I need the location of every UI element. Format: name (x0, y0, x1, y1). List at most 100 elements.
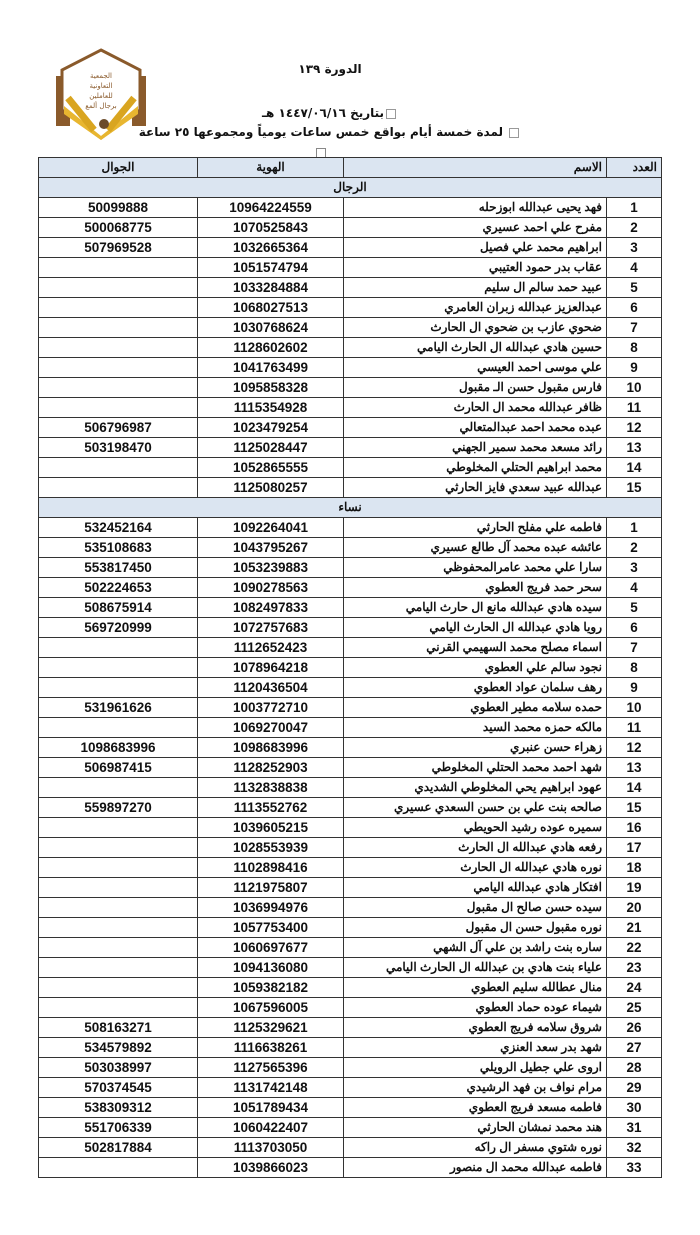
cell-num: 21 (606, 917, 662, 938)
cell-phone: 538309312 (38, 1097, 198, 1118)
table-row: 9 علي موسى احمد العيسي 1041763499 (38, 357, 662, 378)
cell-name: زهراء حسن عنبري (343, 737, 607, 758)
cell-id: 1072757683 (197, 617, 344, 638)
table-row: 2 مفرح علي احمد عسيري 1070525843 500068775 (38, 217, 662, 238)
cell-phone: 559897270 (38, 797, 198, 818)
cell-id: 1092264041 (197, 517, 344, 538)
cell-name: فهد يحيى عبدالله ابوزحله (343, 197, 607, 218)
cell-num: 7 (606, 637, 662, 658)
table-row: 31 هند محمد نمشان الحارثي 1060422407 551706… (38, 1117, 662, 1138)
cell-num: 26 (606, 1017, 662, 1038)
cell-phone: 531961626 (38, 697, 198, 718)
cell-num: 33 (606, 1157, 662, 1178)
table-row: 5 سيده هادي عبدالله مانع ال حارث اليامي 10… (38, 597, 662, 618)
cell-phone: 50099888 (38, 197, 198, 218)
table-row: 26 شروق سلامه فريج العطوي 1125329621 508163… (38, 1017, 662, 1038)
cell-phone: 535108683 (38, 537, 198, 558)
table-row: 33 فاطمه عبدالله محمد ال منصور 1039866023 (38, 1157, 662, 1178)
table-row: 8 نجود سالم علي العطوي 1078964218 (38, 657, 662, 678)
table-row: 11 ظافر عبدالله محمد ال الحارث 1115354928 (38, 397, 662, 418)
cell-name: ابراهيم محمد علي فصيل (343, 237, 607, 258)
cell-id: 1051789434 (197, 1097, 344, 1118)
cell-num: 25 (606, 997, 662, 1018)
cell-id: 1098683996 (197, 737, 344, 758)
cell-id: 1033284884 (197, 277, 344, 298)
cell-name: رهف سلمان عواد العطوي (343, 677, 607, 698)
cell-num: 3 (606, 237, 662, 258)
table-row: 4 عقاب بدر حمود العتيبي 1051574794 (38, 257, 662, 278)
cell-phone: 503198470 (38, 437, 198, 458)
table-row: 32 نوره شتوي مسفر ال راكه 1113703050 502817… (38, 1137, 662, 1158)
column-header-number: العدد (606, 157, 662, 178)
cell-num: 13 (606, 437, 662, 458)
cell-phone (38, 337, 198, 358)
cell-phone (38, 397, 198, 418)
cell-id: 1052865555 (197, 457, 344, 478)
cell-phone: 569720999 (38, 617, 198, 638)
cell-name: نجود سالم علي العطوي (343, 657, 607, 678)
table-row: 22 ساره بنت راشد بن علي آل الشهي 106069767… (38, 937, 662, 958)
cell-name: رويا هادي عبدالله ال الحارث اليامي (343, 617, 607, 638)
participants-table: العدد الاسم الهوية الجوال الرجال 1 فهد يحي… (38, 157, 662, 1178)
table-row: 7 اسماء مصلح محمد السهيمي القرني 111265242… (38, 637, 662, 658)
cell-id: 1060422407 (197, 1117, 344, 1138)
cell-id: 1069270047 (197, 717, 344, 738)
table-row: 28 اروى علي جطيل الرويلي 1127565396 5030389… (38, 1057, 662, 1078)
cell-name: علياء بنت هادي بن عبدالله ال الحارث اليا… (343, 957, 607, 978)
cell-id: 1003772710 (197, 697, 344, 718)
table-row: 25 شيماء عوده حماد العطوي 1067596005 (38, 997, 662, 1018)
cell-name: شروق سلامه فريج العطوي (343, 1017, 607, 1038)
cell-name: سيده حسن صالح ال مقبول (343, 897, 607, 918)
cell-num: 12 (606, 417, 662, 438)
cell-id: 1125080257 (197, 477, 344, 498)
cell-id: 1036994976 (197, 897, 344, 918)
table-row: 29 مرام نواف بن فهد الرشيدي 1131742148 5703… (38, 1077, 662, 1098)
date-line: بتاريخ ١٤٤٧/٠٦/١٦ هـ (0, 106, 660, 120)
cell-name: نوره هادي عبدالله ال الحارث (343, 857, 607, 878)
cell-name: سحر حمد فريج العطوي (343, 577, 607, 598)
cell-num: 16 (606, 817, 662, 838)
cell-phone (38, 857, 198, 878)
cell-id: 1120436504 (197, 677, 344, 698)
cell-name: عبدالله عبيد سعدي فايز الحارثي (343, 477, 607, 498)
checkbox-glyph-icon (509, 127, 520, 138)
cell-phone (38, 937, 198, 958)
cell-id: 1070525843 (197, 217, 344, 238)
table-row: 12 عبده محمد احمد عبدالمتعالي 1023479254 50… (38, 417, 662, 438)
cell-id: 1041763499 (197, 357, 344, 378)
cell-num: 8 (606, 337, 662, 358)
cell-name: محمد ابراهيم الحتلي المخلوطي (343, 457, 607, 478)
column-header-name: الاسم (343, 157, 607, 178)
cell-num: 1 (606, 517, 662, 538)
cell-phone (38, 637, 198, 658)
cell-id: 1132838838 (197, 777, 344, 798)
cell-name: عبدالعزيز عبدالله زبران العامري (343, 297, 607, 318)
cell-name: سميره عوده رشيد الحويطي (343, 817, 607, 838)
cell-phone (38, 1157, 198, 1178)
table-row: 13 رائد مسعد محمد سمير الجهني 1125028447 50… (38, 437, 662, 458)
cell-id: 10964224559 (197, 197, 344, 218)
cell-name: مفرح علي احمد عسيري (343, 217, 607, 238)
cell-name: فاطمه علي مفلح الحارثي (343, 517, 607, 538)
cell-id: 1131742148 (197, 1077, 344, 1098)
table-row: 17 رفعه هادي عبدالله ال الحارث 1028553939 (38, 837, 662, 858)
cell-name: رائد مسعد محمد سمير الجهني (343, 437, 607, 458)
table-row: 8 حسين هادي عبدالله ال الحارث اليامي 11286… (38, 337, 662, 358)
cell-phone (38, 677, 198, 698)
duration-text: لمدة خمسة أيام بواقع خمس ساعات يومياً وم… (138, 125, 504, 139)
cell-id: 1039866023 (197, 1157, 344, 1178)
cell-name: علي موسى احمد العيسي (343, 357, 607, 378)
table-body: الرجال 1 فهد يحيى عبدالله ابوزحله 109642245… (38, 177, 662, 1178)
cell-phone (38, 657, 198, 678)
cell-num: 23 (606, 957, 662, 978)
cell-name: شهد بدر سعد العنزي (343, 1037, 607, 1058)
cell-num: 5 (606, 277, 662, 298)
cell-num: 9 (606, 677, 662, 698)
cell-phone (38, 917, 198, 938)
table-row: 5 عبيد حمد سالم ال سليم 1033284884 (38, 277, 662, 298)
cell-phone: 551706339 (38, 1117, 198, 1138)
cell-num: 27 (606, 1037, 662, 1058)
cell-id: 1115354928 (197, 397, 344, 418)
table-row: 4 سحر حمد فريج العطوي 1090278563 502224653 (38, 577, 662, 598)
cell-id: 1039605215 (197, 817, 344, 838)
